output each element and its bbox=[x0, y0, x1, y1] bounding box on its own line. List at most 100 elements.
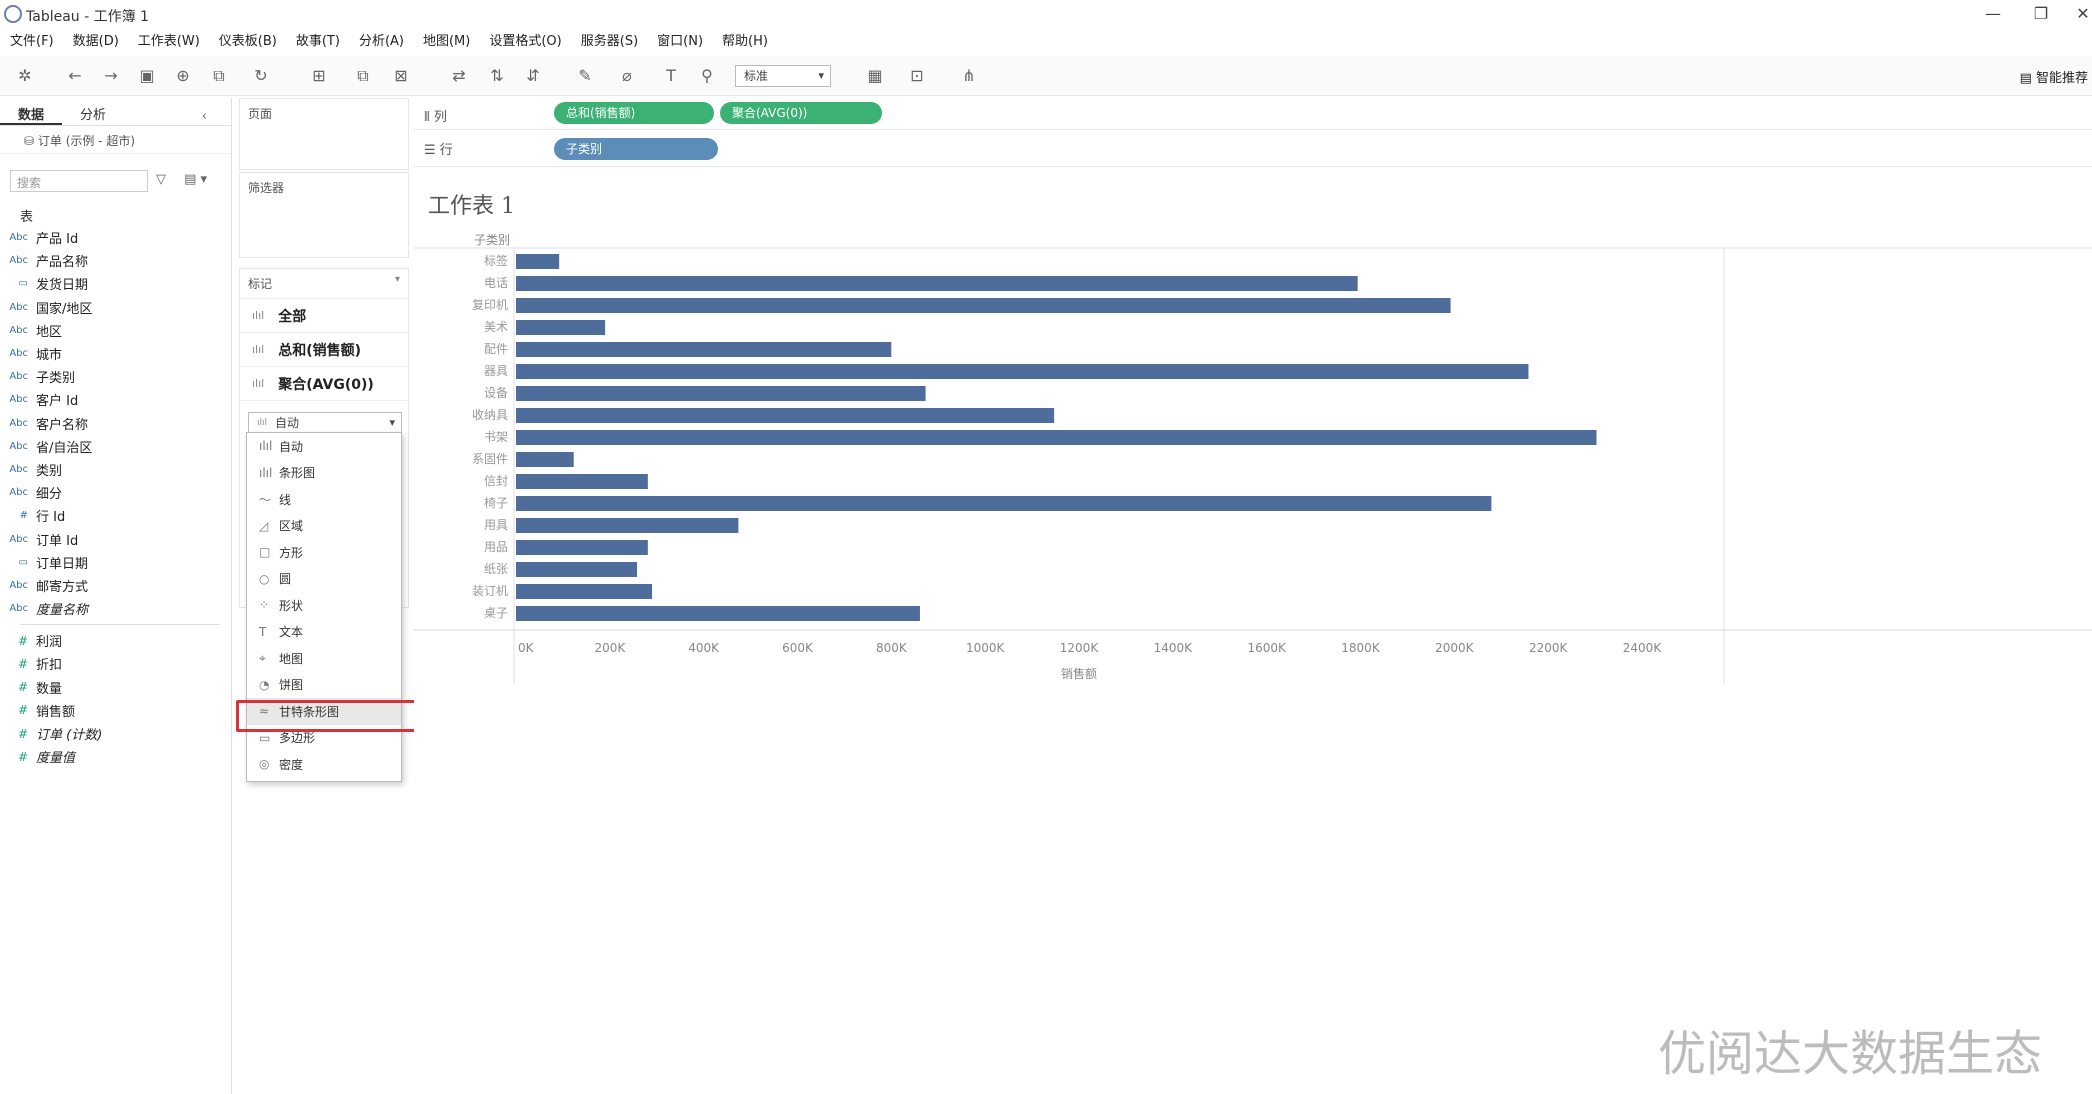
menu-window[interactable]: 窗口(N) bbox=[657, 34, 704, 49]
highlight-icon[interactable]: ✎ bbox=[578, 66, 592, 85]
menu-data[interactable]: 数据(D) bbox=[72, 34, 119, 49]
mark-type-option[interactable]: ◿ 区域 bbox=[247, 513, 401, 540]
show-me-button[interactable]: ▤ 智能推荐 bbox=[2020, 67, 2088, 86]
marks-tab-agg-avg[interactable]: ılıl 聚合(AVG(0)) bbox=[240, 367, 408, 401]
field-item[interactable]: Abc 客户 Id bbox=[0, 388, 232, 411]
sheet-title[interactable]: 工作表 1 bbox=[428, 194, 515, 219]
column-pill-sum-sales[interactable]: 总和(销售额) bbox=[554, 102, 714, 124]
menu-server[interactable]: 服务器(S) bbox=[580, 34, 639, 49]
restore-button[interactable]: ❐ bbox=[2033, 4, 2049, 23]
marks-tab-all[interactable]: ılıl 全部 bbox=[240, 299, 408, 333]
mark-type-option[interactable]: ○ 圆 bbox=[247, 566, 401, 593]
mark-type-option[interactable]: ılıl 条形图 bbox=[247, 460, 401, 487]
field-item[interactable]: Abc 订单 Id bbox=[0, 527, 232, 550]
mark-type-option[interactable]: ılıl 自动 bbox=[247, 433, 401, 460]
duplicate-sheet-icon[interactable]: ⧉ bbox=[357, 66, 369, 85]
mark-type-option[interactable]: ◎ 密度 bbox=[247, 751, 401, 778]
column-pill-agg-avg[interactable]: 聚合(AVG(0)) bbox=[720, 102, 882, 124]
menu-map[interactable]: 地图(M) bbox=[422, 34, 471, 49]
mark-type-option[interactable]: ⌖ 地图 bbox=[247, 645, 401, 672]
menu-help[interactable]: 帮助(H) bbox=[722, 34, 768, 49]
field-item[interactable]: Abc 城市 bbox=[0, 342, 232, 365]
labels-icon[interactable]: T bbox=[666, 66, 676, 85]
field-item[interactable]: Abc 产品名称 bbox=[0, 249, 232, 272]
redo-icon[interactable]: → bbox=[104, 66, 118, 85]
mark-type-option[interactable]: □ 方形 bbox=[247, 539, 401, 566]
mark-type-option[interactable]: 〜线 bbox=[247, 486, 401, 513]
new-sheet-icon[interactable]: ⊞ bbox=[312, 66, 326, 85]
field-item[interactable]: # 利润 bbox=[0, 629, 232, 652]
menu-story[interactable]: 故事(T) bbox=[295, 34, 340, 49]
new-datasource-icon[interactable]: ⊕ bbox=[176, 66, 190, 85]
collapse-pane-icon[interactable]: ‹ bbox=[201, 109, 207, 124]
show-cards-icon[interactable]: ▦ bbox=[867, 66, 883, 85]
datasource-item[interactable]: ⛁ 订单 (示例 - 超市) bbox=[0, 126, 231, 154]
filter-icon[interactable]: ▽ bbox=[156, 172, 166, 187]
sort-descending-icon[interactable]: ⇵ bbox=[526, 66, 540, 85]
field-name: 订单 Id bbox=[36, 533, 79, 549]
field-item[interactable]: # 行 Id bbox=[0, 504, 232, 527]
field-name: 细分 bbox=[36, 487, 63, 503]
minimize-button[interactable]: — bbox=[1985, 4, 2001, 23]
undo-icon[interactable]: ← bbox=[68, 66, 82, 85]
menu-format[interactable]: 设置格式(O) bbox=[489, 34, 562, 49]
field-name: 邮寄方式 bbox=[36, 579, 89, 595]
mark-type-label: 密度 bbox=[279, 757, 304, 772]
menu-file[interactable]: 文件(F) bbox=[10, 34, 54, 49]
sort-ascending-icon[interactable]: ⇅ bbox=[490, 66, 504, 85]
mark-type-option[interactable]: T 文本 bbox=[247, 619, 401, 646]
field-item[interactable]: Abc 客户名称 bbox=[0, 412, 232, 435]
watermark-text: 优阅达大数据生态 bbox=[1657, 1026, 2042, 1082]
pin-icon[interactable]: ⚲ bbox=[701, 66, 713, 85]
presentation-icon[interactable]: ⊡ bbox=[910, 66, 924, 85]
close-button[interactable]: ✕ bbox=[2076, 4, 2090, 23]
field-item[interactable]: Abc 地区 bbox=[0, 319, 232, 342]
field-item[interactable]: Abc 产品 Id bbox=[0, 226, 232, 249]
share-icon[interactable]: ⋔ bbox=[962, 66, 976, 85]
columns-shelf[interactable]: ⦀ 列 总和(销售额) 聚合(AVG(0)) bbox=[414, 98, 2092, 130]
field-item[interactable]: # 数量 bbox=[0, 676, 232, 699]
field-item[interactable]: Abc 子类别 bbox=[0, 365, 232, 388]
tab-analysis[interactable]: 分析 bbox=[80, 108, 107, 123]
field-item[interactable]: # 订单 (计数) bbox=[0, 722, 232, 745]
rows-shelf[interactable]: ☰ 行 子类别 bbox=[414, 131, 2092, 167]
view-options-icon[interactable]: ▤ ▾ bbox=[184, 172, 208, 187]
mark-type-option[interactable]: ▭ 多边形 bbox=[247, 725, 401, 752]
x-tick-label: 400K bbox=[688, 641, 720, 655]
field-item[interactable]: Abc 国家/地区 bbox=[0, 296, 232, 319]
field-item[interactable]: ▭ 订单日期 bbox=[0, 551, 232, 574]
mark-type-option[interactable]: ◔ 饼图 bbox=[247, 672, 401, 699]
field-search-input[interactable]: 搜索 bbox=[10, 170, 148, 192]
group-icon[interactable]: ⌀ bbox=[622, 66, 632, 85]
marks-tab-sum-sales[interactable]: ılıl 总和(销售额) bbox=[240, 333, 408, 367]
mark-type-option[interactable]: ⁘ 形状 bbox=[247, 592, 401, 619]
mark-type-icon: □ bbox=[259, 545, 271, 560]
swap-icon[interactable]: ⇄ bbox=[452, 66, 466, 85]
field-item[interactable]: # 折扣 bbox=[0, 652, 232, 675]
field-item[interactable]: Abc 省/自治区 bbox=[0, 435, 232, 458]
field-item[interactable]: ▭ 发货日期 bbox=[0, 272, 232, 295]
marks-tab-label: 总和(销售额) bbox=[278, 342, 362, 359]
row-pill-subcategory[interactable]: 子类别 bbox=[554, 138, 718, 160]
field-item[interactable]: Abc 类别 bbox=[0, 458, 232, 481]
field-item[interactable]: # 销售额 bbox=[0, 699, 232, 722]
menu-dashboard[interactable]: 仪表板(B) bbox=[218, 34, 277, 49]
refresh-icon[interactable]: ↻ bbox=[254, 66, 268, 85]
menu-worksheet[interactable]: 工作表(W) bbox=[137, 34, 200, 49]
menu-analysis[interactable]: 分析(A) bbox=[358, 34, 404, 49]
field-item[interactable]: Abc 细分 bbox=[0, 481, 232, 504]
pages-shelf[interactable]: 页面 bbox=[239, 98, 409, 170]
field-item[interactable]: Abc 度量名称 bbox=[0, 597, 232, 620]
field-item[interactable]: Abc 邮寄方式 bbox=[0, 574, 232, 597]
tableau-home-icon[interactable]: ✲ bbox=[18, 66, 32, 85]
fit-select[interactable]: 标准 bbox=[735, 65, 831, 87]
row-label: 器具 bbox=[484, 364, 508, 378]
pause-updates-icon[interactable]: ⧉ bbox=[213, 66, 225, 85]
mark-type-select[interactable]: 自动 bbox=[248, 412, 402, 434]
filters-shelf[interactable]: 筛选器 bbox=[239, 172, 409, 258]
tab-data[interactable]: 数据 bbox=[0, 98, 63, 125]
clear-sheet-icon[interactable]: ⊠ bbox=[394, 66, 408, 85]
save-icon[interactable]: ▣ bbox=[139, 66, 155, 85]
marks-header[interactable]: 标记 bbox=[240, 269, 408, 299]
field-item[interactable]: # 度量值 bbox=[0, 745, 232, 768]
